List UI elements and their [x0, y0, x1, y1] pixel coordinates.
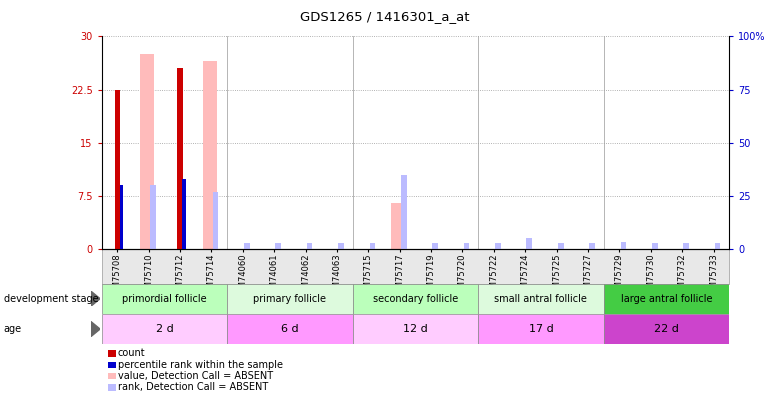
Text: count: count	[118, 348, 146, 358]
Bar	[478, 284, 604, 314]
Bar	[213, 192, 219, 249]
Polygon shape	[91, 291, 100, 306]
Text: 12 d: 12 d	[403, 324, 428, 334]
Bar	[604, 284, 729, 314]
Bar	[227, 314, 353, 344]
Bar	[227, 284, 353, 314]
Text: 22 d: 22 d	[654, 324, 679, 334]
Bar	[115, 90, 120, 249]
Text: GDS1265 / 1416301_a_at: GDS1265 / 1416301_a_at	[300, 10, 470, 23]
Bar	[478, 314, 604, 344]
Text: development stage: development stage	[4, 294, 99, 304]
Text: 17 d: 17 d	[528, 324, 554, 334]
Text: 2 d: 2 d	[156, 324, 173, 334]
Bar	[150, 185, 156, 249]
Text: primary follicle: primary follicle	[253, 294, 326, 304]
Bar	[558, 243, 564, 249]
Bar	[433, 243, 438, 249]
Bar	[715, 243, 721, 249]
Text: percentile rank within the sample: percentile rank within the sample	[118, 360, 283, 370]
Bar	[119, 185, 123, 249]
Bar	[353, 314, 478, 344]
Bar	[464, 243, 470, 249]
Bar	[102, 284, 227, 314]
Bar	[177, 68, 183, 249]
Bar	[495, 243, 500, 249]
Text: large antral follicle: large antral follicle	[621, 294, 712, 304]
Bar	[621, 242, 626, 249]
Bar	[589, 243, 595, 249]
Bar	[203, 61, 217, 249]
Text: age: age	[4, 324, 22, 334]
Text: small antral follicle: small antral follicle	[494, 294, 588, 304]
Text: secondary follicle: secondary follicle	[373, 294, 458, 304]
Bar	[307, 243, 313, 249]
Bar	[353, 284, 478, 314]
Polygon shape	[91, 322, 100, 337]
Bar	[244, 243, 249, 249]
Bar	[527, 239, 532, 249]
Bar	[140, 54, 154, 249]
Bar	[652, 243, 658, 249]
Bar	[684, 243, 689, 249]
Bar	[401, 175, 407, 249]
Bar	[338, 243, 344, 249]
Bar	[391, 203, 405, 249]
Text: primordial follicle: primordial follicle	[122, 294, 206, 304]
Bar	[604, 314, 729, 344]
Text: 6 d: 6 d	[281, 324, 299, 334]
Bar	[182, 179, 186, 249]
Bar	[276, 243, 281, 249]
Text: value, Detection Call = ABSENT: value, Detection Call = ABSENT	[118, 371, 273, 381]
Bar	[102, 314, 227, 344]
Bar	[370, 243, 375, 249]
Text: rank, Detection Call = ABSENT: rank, Detection Call = ABSENT	[118, 382, 268, 392]
